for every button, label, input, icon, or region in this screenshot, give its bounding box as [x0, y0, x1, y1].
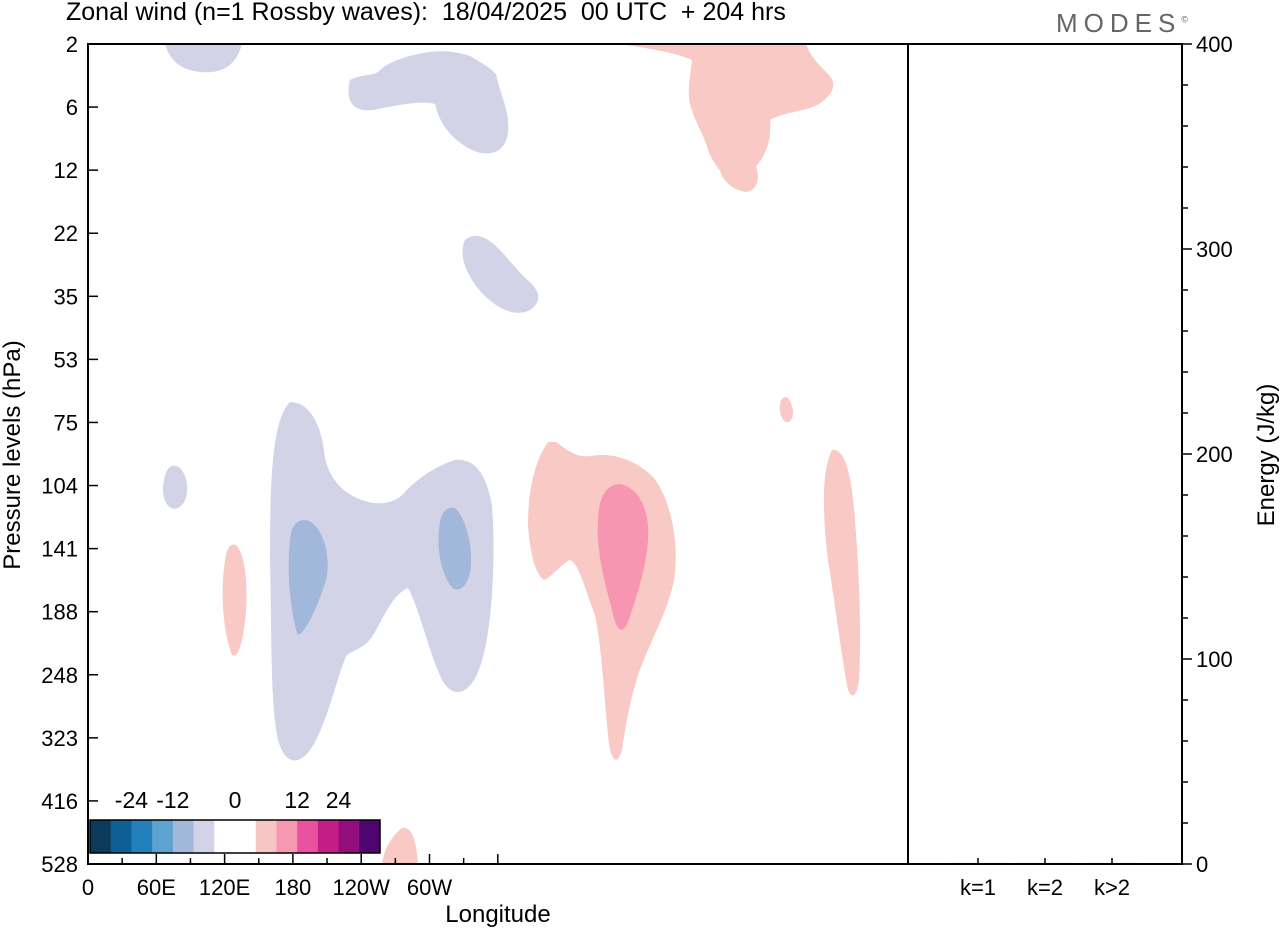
colorbar-swatch [214, 820, 236, 853]
contour-negative-core-1 [288, 520, 328, 635]
contour-positive-bottom [382, 827, 418, 864]
contour-negative-top-left [165, 44, 242, 73]
contour-negative-top-center [348, 51, 509, 154]
contour-negative-small-left [162, 465, 188, 509]
energy-axis-label: Energy (J/kg) [1253, 384, 1280, 527]
energy-tick-label: 100 [1196, 647, 1233, 672]
chart-title: Zonal wind (n=1 Rossby waves): 18/04/202… [66, 0, 786, 26]
energy-category-label: k=1 [960, 875, 996, 900]
contour-negative-mid-upper [462, 235, 539, 313]
contour-negative-large [270, 402, 494, 761]
contour-positive-top-right [618, 44, 834, 192]
energy-category-label: k>2 [1094, 875, 1130, 900]
brand-name: MODES [1056, 8, 1182, 38]
y-tick-label: 248 [41, 663, 78, 688]
colorbar: -24 -12 0 12 24 [89, 787, 381, 854]
colorbar-swatch [131, 820, 153, 853]
x-axis-label: Longitude [445, 901, 550, 928]
y-axis-label: Pressure levels (hPa) [0, 340, 26, 569]
colorbar-swatch [359, 820, 381, 853]
colorbar-tick-label: 12 [284, 787, 310, 813]
colorbar-swatch [172, 820, 195, 853]
contour-positive-right-elongated [823, 449, 861, 696]
y-tick-label: 53 [54, 347, 78, 372]
x-tick-label: 60E [137, 875, 176, 900]
contour-positive-small-dot [779, 397, 794, 423]
energy-tick-label: 0 [1196, 852, 1208, 877]
colorbar-swatch [338, 820, 360, 853]
y-tick-label: 75 [54, 410, 78, 435]
y-tick-label: 416 [41, 789, 78, 814]
colorbar-tick-label: -12 [156, 787, 189, 813]
contour-positive-core [597, 484, 649, 630]
y-tick-label: 528 [41, 852, 78, 877]
main-plot-frame [87, 43, 909, 865]
y-tick-label: 12 [54, 158, 78, 183]
colorbar-tick-label: 0 [229, 787, 242, 813]
colorbar-swatch [152, 820, 174, 853]
colorbar-swatch [110, 820, 132, 853]
colorbar-swatch [235, 820, 257, 853]
x-tick-label: 120W [332, 875, 390, 900]
energy-tick-label: 200 [1196, 442, 1233, 467]
energy-category-label: k=2 [1027, 875, 1063, 900]
brand-logo: MODES© [1056, 8, 1188, 39]
colorbar-swatch [193, 820, 215, 853]
x-axis: 0 60E 120E 180 120W 60W [82, 854, 499, 900]
y-tick-label: 323 [41, 726, 78, 751]
contour-fields [162, 44, 861, 864]
y-tick-label: 141 [41, 537, 78, 562]
y-tick-label: 35 [54, 284, 78, 309]
y-tick-label: 22 [54, 221, 78, 246]
x-tick-label: 60W [407, 875, 452, 900]
colorbar-swatch [297, 820, 319, 853]
brand-mark: © [1181, 14, 1188, 25]
colorbar-frame [89, 819, 381, 854]
y-tick-label: 2 [66, 32, 78, 57]
y-axis: 2 6 12 22 35 53 75 104 141 188 248 323 416 528 [41, 32, 98, 877]
colorbar-tick-label: -24 [115, 787, 148, 813]
contour-negative-core-2 [438, 507, 472, 590]
x-tick-label: 120E [199, 875, 250, 900]
colorbar-swatch [317, 820, 340, 853]
energy-axis: 0 100 200 300 400 [1182, 32, 1233, 877]
colorbar-swatch [276, 820, 298, 853]
y-tick-label: 104 [41, 474, 78, 499]
energy-tick-label: 400 [1196, 32, 1233, 57]
energy-bars: k=1 k=2 k>2 [948, 858, 1142, 900]
colorbar-swatch [255, 820, 277, 853]
colorbar-swatch [90, 820, 112, 853]
energy-panel-frame [907, 43, 1183, 865]
x-tick-label: 180 [275, 875, 312, 900]
y-tick-label: 6 [66, 95, 78, 120]
x-tick-label: 0 [82, 875, 94, 900]
colorbar-tick-label: 24 [326, 787, 352, 813]
contour-positive-left-small [222, 544, 247, 656]
energy-tick-label: 300 [1196, 237, 1233, 262]
y-tick-label: 188 [41, 600, 78, 625]
contour-positive-mid-large [528, 442, 676, 760]
